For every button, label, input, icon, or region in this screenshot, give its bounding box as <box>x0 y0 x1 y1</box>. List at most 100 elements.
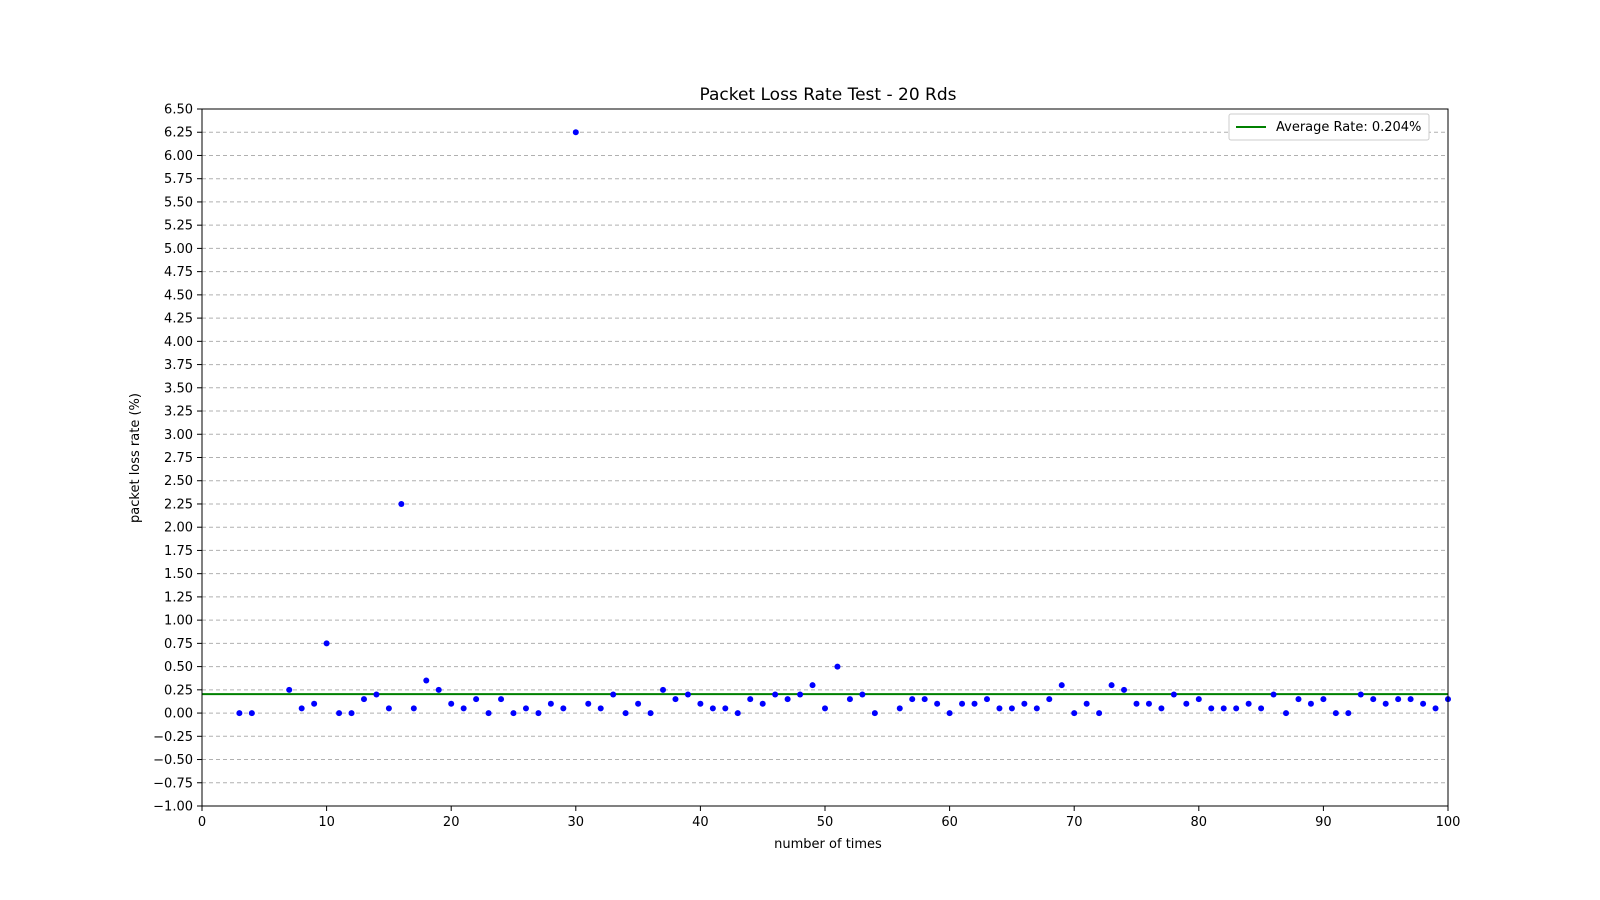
y-tick-label: 2.75 <box>164 451 193 466</box>
data-point <box>1258 705 1265 712</box>
chart-title: Packet Loss Rate Test - 20 Rds <box>699 85 956 105</box>
y-tick-label: 2.25 <box>164 497 193 512</box>
data-point <box>647 710 654 717</box>
data-point <box>1357 691 1364 698</box>
data-point <box>809 682 816 689</box>
legend-box <box>1228 113 1430 141</box>
data-point <box>1220 705 1227 712</box>
y-tick-label: 1.50 <box>164 567 193 582</box>
x-tick-label: 90 <box>1315 815 1332 830</box>
y-tick-label: 4.00 <box>164 335 193 350</box>
y-tick-label: 1.75 <box>164 544 193 559</box>
data-point <box>560 705 567 712</box>
data-point <box>1295 696 1302 703</box>
y-tick-label: −0.50 <box>153 753 193 768</box>
y-tick-label: 3.25 <box>164 405 193 420</box>
y-tick-label: 6.25 <box>164 126 193 141</box>
x-axis-ticks: 0 10 20 30 40 50 60 70 80 90 100 <box>198 806 1461 830</box>
data-point <box>398 500 405 507</box>
y-tick-label: −1.00 <box>153 800 193 815</box>
data-point <box>946 710 953 717</box>
y-tick-label: 3.75 <box>164 358 193 373</box>
data-point <box>1033 705 1040 712</box>
x-tick-label: 50 <box>817 815 834 830</box>
data-point <box>1332 710 1339 717</box>
data-point <box>336 710 343 717</box>
data-point <box>423 677 430 684</box>
data-point <box>1071 710 1078 717</box>
data-point <box>1407 696 1414 703</box>
data-point <box>1345 710 1352 717</box>
x-tick-label: 80 <box>1191 815 1208 830</box>
y-tick-label: 0.25 <box>164 683 193 698</box>
data-point <box>1170 691 1177 698</box>
data-point <box>660 686 667 693</box>
data-point <box>1083 700 1090 707</box>
data-point <box>597 705 604 712</box>
data-point <box>1183 700 1190 707</box>
data-point <box>1096 710 1103 717</box>
y-tick-label: −0.75 <box>153 776 193 791</box>
data-point <box>610 691 617 698</box>
data-point <box>1307 700 1314 707</box>
data-point <box>373 691 380 698</box>
y-tick-label: 2.00 <box>164 521 193 536</box>
data-point <box>323 640 330 647</box>
data-point <box>797 691 804 698</box>
data-point <box>1208 705 1215 712</box>
y-tick-label: 4.50 <box>164 288 193 303</box>
x-tick-label: 100 <box>1436 815 1461 830</box>
data-point <box>1283 710 1290 717</box>
data-point <box>684 691 691 698</box>
data-point <box>1121 686 1128 693</box>
x-tick-label: 10 <box>318 815 335 830</box>
data-point <box>996 705 1003 712</box>
data-point <box>1145 700 1152 707</box>
data-point <box>435 686 442 693</box>
y-tick-label: 4.75 <box>164 265 193 280</box>
data-point <box>410 705 417 712</box>
data-point <box>298 705 305 712</box>
data-point <box>1108 682 1115 689</box>
x-tick-label: 70 <box>1066 815 1083 830</box>
data-point <box>248 710 255 717</box>
legend: Average Rate: 0.204% <box>1228 113 1430 141</box>
y-tick-label: −0.25 <box>153 730 193 745</box>
y-tick-label: 6.50 <box>164 103 193 118</box>
data-point <box>1245 700 1252 707</box>
data-point <box>846 696 853 703</box>
data-point <box>460 705 467 712</box>
data-point <box>522 705 529 712</box>
data-point <box>1158 705 1165 712</box>
data-point <box>921 696 928 703</box>
data-point <box>747 696 754 703</box>
data-point <box>585 700 592 707</box>
data-point <box>485 710 492 717</box>
y-tick-label: 5.75 <box>164 172 193 187</box>
data-point <box>535 710 542 717</box>
data-point <box>1270 691 1277 698</box>
data-point <box>983 696 990 703</box>
data-point <box>722 705 729 712</box>
x-tick-label: 40 <box>692 815 709 830</box>
y-tick-label: 4.25 <box>164 312 193 327</box>
x-tick-label: 60 <box>941 815 958 830</box>
data-point <box>360 696 367 703</box>
data-point <box>1195 696 1202 703</box>
y-tick-label: 0.00 <box>164 707 193 722</box>
data-point <box>672 696 679 703</box>
data-point <box>784 696 791 703</box>
data-point <box>498 696 505 703</box>
x-tick-label: 20 <box>443 815 460 830</box>
y-tick-label: 5.25 <box>164 219 193 234</box>
data-point <box>834 663 841 670</box>
y-tick-label: 1.00 <box>164 614 193 629</box>
data-point <box>385 705 392 712</box>
data-point <box>1233 705 1240 712</box>
x-tick-label: 30 <box>568 815 585 830</box>
legend-label-average: Average Rate: 0.204% <box>1276 120 1421 135</box>
data-point <box>871 710 878 717</box>
data-point <box>959 700 966 707</box>
y-tick-label: 3.50 <box>164 381 193 396</box>
